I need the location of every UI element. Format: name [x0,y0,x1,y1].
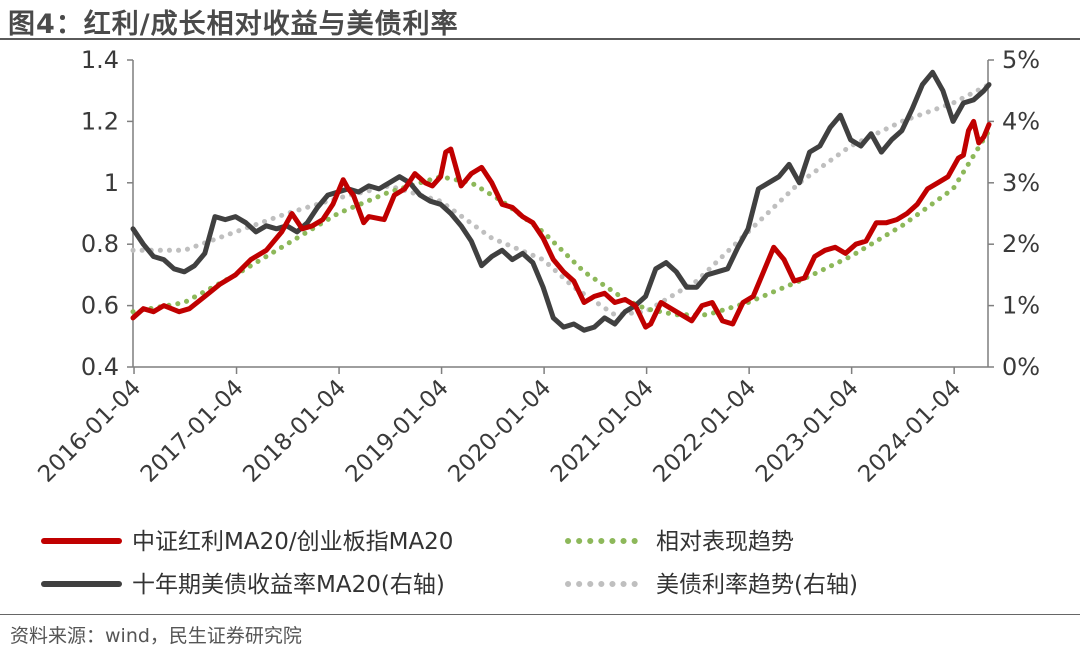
series-layer [130,69,992,333]
legend-ust-trend-label: 美债利率趋势(右轴) [656,572,858,598]
right-tick-label: 1% [1002,292,1040,320]
chart-title: 图4：红利/成长相对收益与美债利率 [8,9,459,40]
left-tick-label: 1.4 [81,46,119,74]
x-tick-label: 2021-01-04 [546,375,659,488]
x-tick-label: 2019-01-04 [341,375,454,488]
footer-divider [0,614,1080,615]
x-tick-label: 2023-01-04 [751,375,864,488]
legend-ust10y-label: 十年期美债收益率MA20(右轴) [132,572,445,598]
x-tick-label: 2016-01-04 [33,375,146,488]
right-tick-label: 5% [1002,46,1040,74]
x-tick-label: 2017-01-04 [136,375,249,488]
right-tick-label: 0% [1002,353,1040,381]
x-tick-label: 2022-01-04 [648,375,761,488]
right-tick-label: 3% [1002,169,1040,197]
right-tick-label: 4% [1002,107,1040,135]
left-tick-label: 1 [104,169,119,197]
series-dividend-ratio-line [130,118,992,330]
title-divider [0,38,1080,40]
x-tick-label: 2018-01-04 [238,375,351,488]
series-relative-trend-line [130,128,992,318]
legend-dividend-ratio-label: 中证红利MA20/创业板指MA20 [132,529,453,555]
left-tick-label: 0.8 [81,230,119,258]
x-tick-label: 2020-01-04 [443,375,556,488]
x-tick-label: 2024-01-04 [854,375,967,488]
left-tick-label: 0.6 [81,292,119,320]
right-tick-label: 2% [1002,230,1040,258]
series-ust-trend-line [130,82,992,318]
left-tick-label: 1.2 [81,107,119,135]
source-note: 资料来源：wind，民生证券研究院 [10,625,302,647]
left-tick-label: 0.4 [81,353,119,381]
legend-relative-trend-label: 相对表现趋势 [656,529,794,555]
chart-canvas: 0.40.60.811.21.40%1%2%3%4%5%2016-01-0420… [33,46,1040,598]
series-ust10y-line [130,69,992,333]
